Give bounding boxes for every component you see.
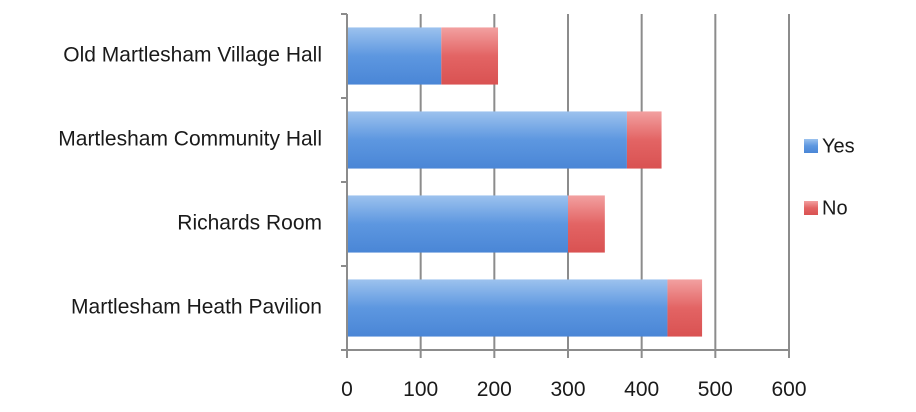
bar-no-2 (568, 195, 605, 253)
x-tick-label: 100 (403, 378, 438, 401)
bar-yes-3 (347, 279, 668, 337)
x-tick-label: 200 (477, 378, 512, 401)
category-labels: Old Martlesham Village Hall Martlesham Co… (58, 44, 322, 319)
legend-label-yes: Yes (822, 135, 855, 157)
bar-yes-0 (347, 27, 442, 85)
legend-swatch-yes (804, 139, 818, 153)
category-label: Old Martlesham Village Hall (63, 44, 322, 67)
legend-label-no: No (822, 197, 848, 219)
x-tick-labels: 0 100 200 300 400 500 600 (341, 378, 806, 401)
x-tick-label: 400 (624, 378, 659, 401)
category-label: Martlesham Heath Pavilion (71, 296, 322, 319)
bar-yes-1 (347, 111, 627, 169)
x-tick-label: 500 (698, 378, 733, 401)
legend-swatch-no (804, 201, 818, 215)
bar-no-3 (667, 279, 703, 337)
x-tick-label: 600 (771, 378, 806, 401)
axis (341, 13, 789, 358)
bars (347, 27, 703, 337)
category-label: Richards Room (177, 212, 322, 235)
bar-no-1 (626, 111, 662, 169)
x-tick-label: 0 (341, 378, 353, 401)
category-label: Martlesham Community Hall (58, 128, 322, 151)
bar-no-0 (441, 27, 499, 85)
bar-yes-2 (347, 195, 568, 253)
x-tick-label: 300 (550, 378, 585, 401)
legend: Yes No (804, 135, 855, 219)
